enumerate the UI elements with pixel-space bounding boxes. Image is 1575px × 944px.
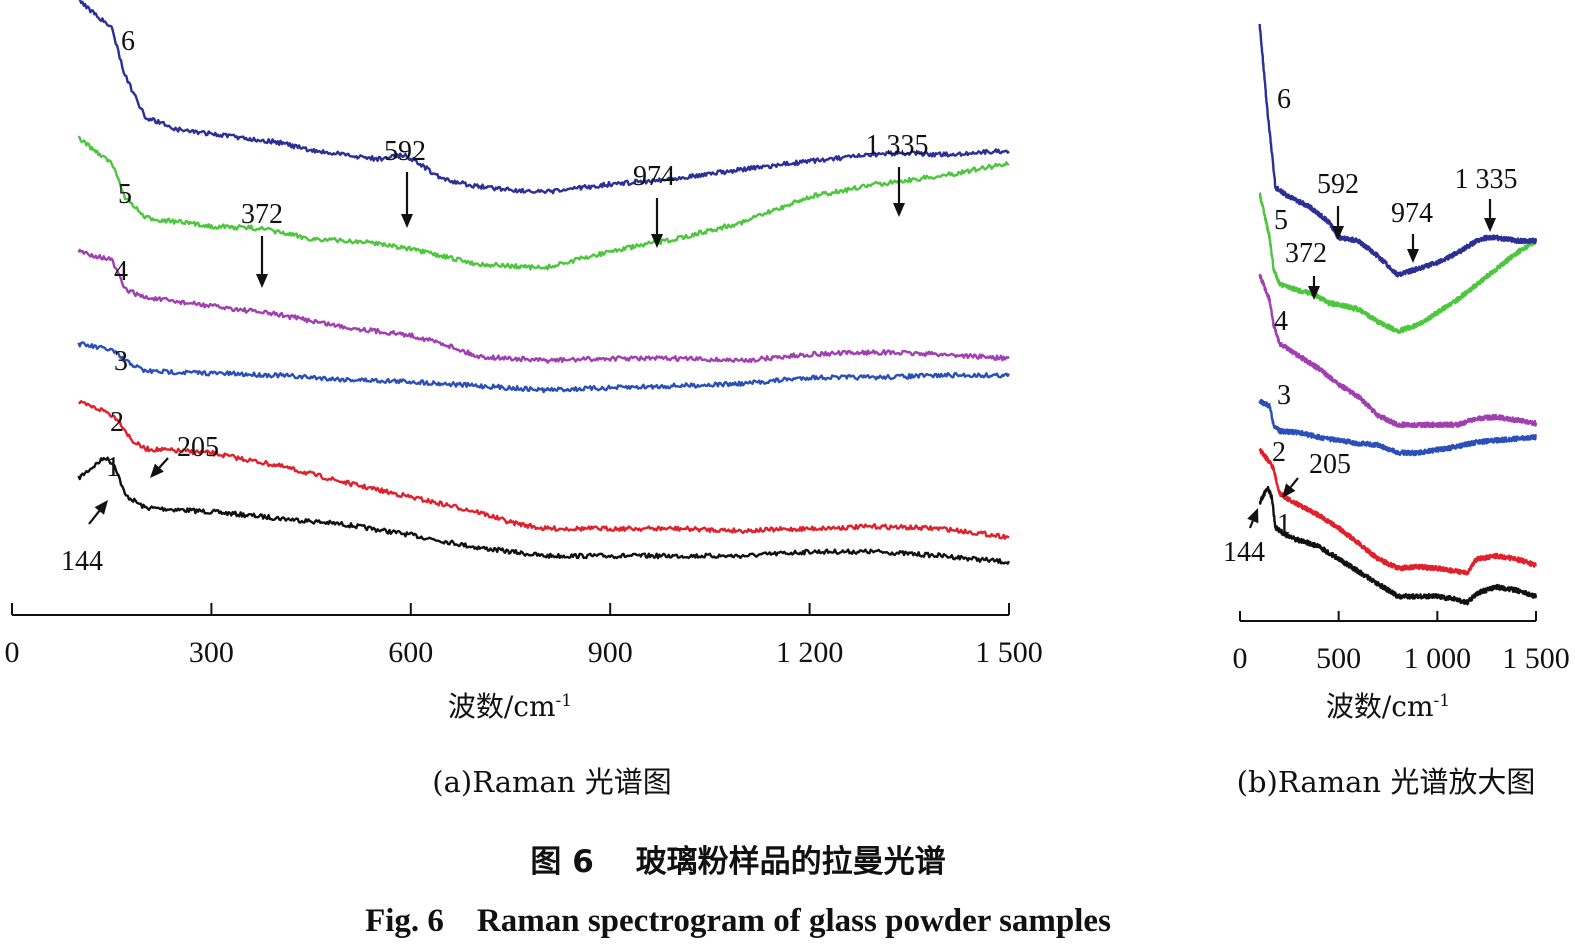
panel-a-series: 1 2 3 4 5 6 xyxy=(77,0,1011,565)
series-4-line xyxy=(1258,273,1538,429)
annotation-label: 144 xyxy=(61,546,103,577)
annotation-arrowhead xyxy=(94,500,108,515)
annotation-arrowhead xyxy=(401,214,413,228)
series-3-label: 3 xyxy=(1277,380,1291,411)
x-tick-label: 600 xyxy=(388,636,433,669)
panel-a-x-axis: 0 300 600 900 1 200 1 500 xyxy=(5,603,1043,669)
annotation-label: 372 xyxy=(241,199,283,230)
figure-caption-cn: 图 6 玻璃粉样品的拉曼光谱 xyxy=(530,844,945,880)
figure-caption-en: Fig. 6 Raman spectrogram of glass powder… xyxy=(365,903,1111,939)
annotation-arrowhead xyxy=(1484,218,1496,232)
series-5-label: 5 xyxy=(1274,205,1288,236)
panel-a-subcaption: (a)Raman 光谱图 xyxy=(432,765,671,799)
series-2-line xyxy=(1258,448,1537,576)
series-3-line xyxy=(77,341,1011,394)
series-6-line xyxy=(1258,23,1538,278)
x-tick-label: 1 000 xyxy=(1404,642,1472,675)
x-tick-label: 1 200 xyxy=(776,636,844,669)
annotation-arrowhead xyxy=(1282,483,1296,498)
annotation-label: 974 xyxy=(633,161,675,192)
annotation-label: 1 335 xyxy=(866,130,929,161)
panel-b-x-axis: 0 500 1 000 1 500 xyxy=(1233,611,1570,675)
annotation-arrowhead xyxy=(1247,508,1259,524)
annotation-label: 205 xyxy=(1309,449,1351,480)
panel-b-annotations: 144 205 372 592 974 1 335 xyxy=(1223,164,1518,568)
series-1-line xyxy=(1258,485,1538,606)
panel-b-subcaption: (b)Raman 光谱放大图 xyxy=(1237,765,1536,799)
series-4-label: 4 xyxy=(114,256,128,287)
series-6-label: 6 xyxy=(121,26,135,57)
series-4-line xyxy=(77,248,1010,364)
annotation-label: 592 xyxy=(1317,169,1359,200)
x-tick-label: 1 500 xyxy=(1502,642,1570,675)
annotation-arrowhead xyxy=(1407,249,1419,263)
x-tick-label: 0 xyxy=(5,636,20,669)
panel-b-x-axis-label: 波数/cm-1 xyxy=(1326,690,1450,723)
x-tick-label: 300 xyxy=(189,636,234,669)
series-1-line xyxy=(77,456,1011,565)
series-6-line xyxy=(78,0,1010,195)
annotation-arrowhead xyxy=(1308,286,1320,300)
series-6-label: 6 xyxy=(1277,84,1291,115)
panel-a-annotations: 144 205 372 592 974 1 335 xyxy=(61,130,929,577)
panel-a: 1 2 3 4 5 6 0 300 600 900 1 200 1 500 144 205 372 592… xyxy=(5,0,1043,799)
series-2-label: 2 xyxy=(1272,437,1286,468)
series-3-label: 3 xyxy=(114,346,128,377)
series-4-label: 4 xyxy=(1274,306,1288,337)
annotation-arrow xyxy=(1289,477,1299,488)
annotation-label: 974 xyxy=(1391,198,1433,229)
annotation-arrowhead xyxy=(150,463,164,478)
annotation-arrowhead xyxy=(256,274,268,288)
panel-a-x-axis-label: 波数/cm-1 xyxy=(448,690,572,723)
annotation-label: 1 335 xyxy=(1455,164,1518,195)
series-5-line xyxy=(1258,192,1538,335)
annotation-label: 144 xyxy=(1223,537,1265,568)
series-5-label: 5 xyxy=(118,179,132,210)
annotation-label: 592 xyxy=(384,136,426,167)
x-tick-label: 900 xyxy=(588,636,633,669)
series-2-label: 2 xyxy=(110,407,124,438)
panel-b-series: 1 2 3 4 5 6 xyxy=(1258,23,1538,606)
series-3-line xyxy=(1258,398,1538,457)
x-tick-label: 0 xyxy=(1233,642,1248,675)
x-tick-label: 500 xyxy=(1316,642,1361,675)
annotation-arrowhead xyxy=(893,203,905,217)
series-2-line xyxy=(78,400,1010,540)
annotation-arrowhead xyxy=(651,234,663,248)
annotation-arrowhead xyxy=(1332,226,1344,240)
annotation-arrow xyxy=(1248,520,1254,529)
series-5-line xyxy=(77,135,1010,271)
annotation-label: 372 xyxy=(1285,238,1327,269)
annotation-arrow xyxy=(158,457,169,469)
x-tick-label: 1 500 xyxy=(975,636,1043,669)
annotation-label: 205 xyxy=(177,432,219,463)
annotation-arrow xyxy=(88,510,101,525)
panel-b: 1 2 3 4 5 6 0 500 1 000 1 500 144 205 372 592 974 1 3… xyxy=(1223,23,1570,799)
series-1-label: 1 xyxy=(1277,509,1291,540)
series-1-label: 1 xyxy=(106,452,120,483)
